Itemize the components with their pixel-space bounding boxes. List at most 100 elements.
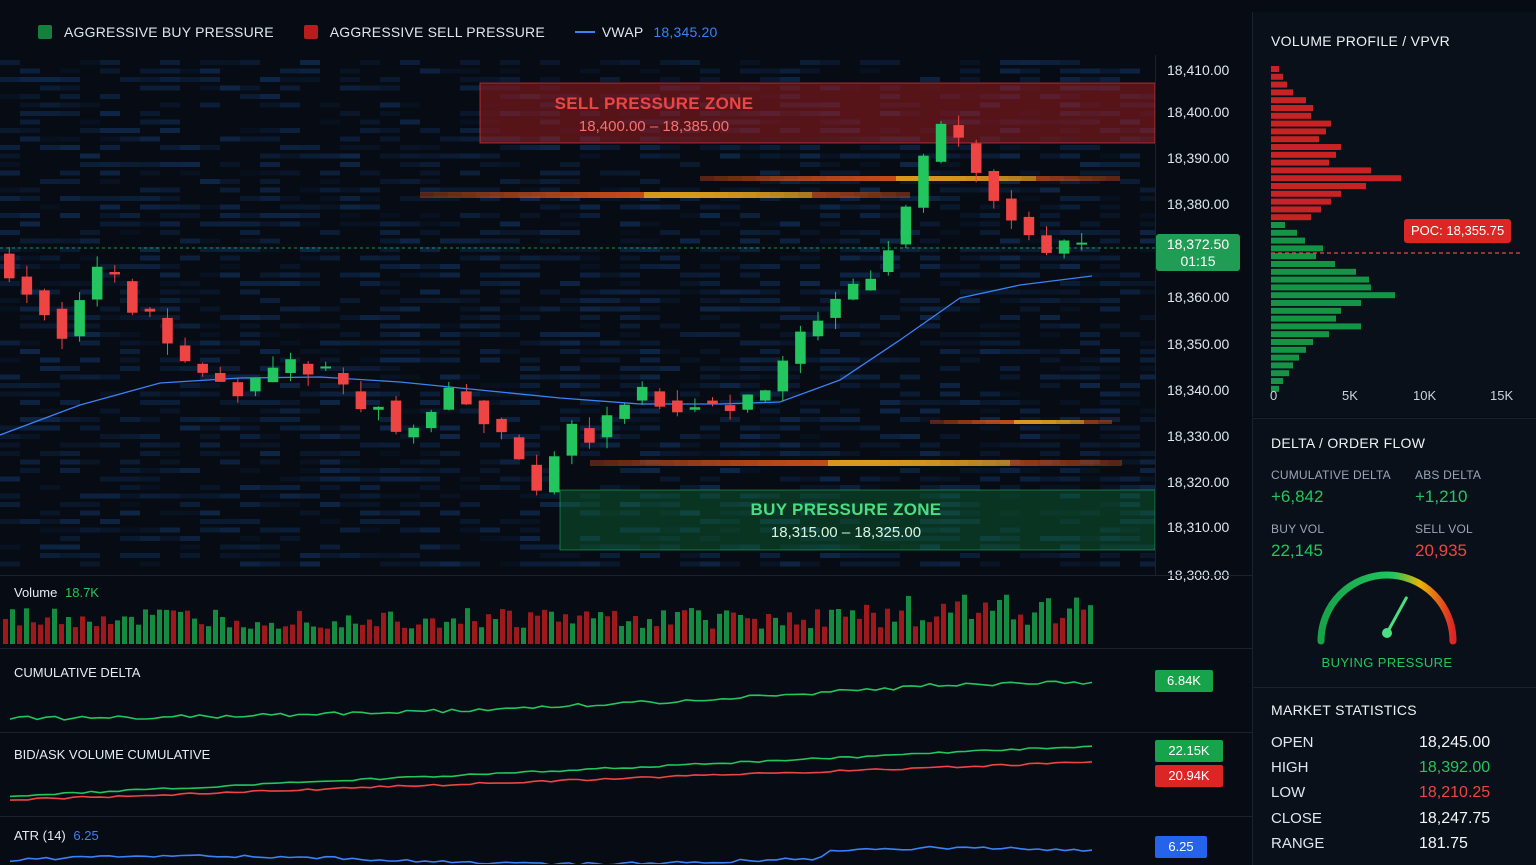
market-statistics-panel[interactable]: MARKET STATISTICS OPEN 18,245.00 HIGH 18…: [1252, 687, 1536, 865]
volume-bar: [822, 626, 827, 644]
heatmap-cell: [480, 111, 500, 116]
heatmap-cell: [120, 230, 140, 235]
volume-profile-panel[interactable]: VOLUME PROFILE / VPVR POC: 18,355.75 0 5…: [1252, 12, 1536, 417]
heatmap-cell: [680, 451, 700, 456]
heatmap-cell: [920, 442, 940, 448]
vp-bar: [1271, 378, 1283, 384]
candle-body: [900, 206, 912, 245]
heatmap-cell: [120, 553, 140, 558]
heatmap-cell: [320, 306, 340, 312]
heatmap-cell: [280, 408, 300, 414]
heatmap-cell: [200, 434, 220, 439]
heatmap-cell: [620, 323, 640, 329]
heatmap-cell: [1020, 400, 1040, 405]
heatmap-cell: [60, 170, 80, 176]
heatmap-cell: [560, 162, 580, 167]
heatmap-cell: [780, 196, 800, 201]
heatmap-cell: [820, 366, 840, 371]
heatmap-cell: [1000, 468, 1020, 473]
heatmap-cell: [740, 391, 760, 397]
legend-sell[interactable]: AGGRESSIVE SELL PRESSURE: [303, 24, 545, 40]
legend-buy[interactable]: AGGRESSIVE BUY PRESSURE: [38, 24, 274, 40]
heatmap-cell: [960, 349, 980, 354]
heatmap-cell: [440, 493, 460, 499]
heatmap-cell: [600, 374, 620, 380]
heatmap-cell: [820, 153, 840, 159]
vp-bar: [1271, 73, 1283, 80]
heatmap-cell: [640, 383, 660, 388]
heatmap-cell: [280, 221, 300, 227]
volume-bar: [248, 628, 253, 644]
heatmap-cell: [1080, 77, 1100, 82]
legend-vwap[interactable]: VWAP 18,345.20: [574, 24, 718, 40]
heatmap-cell: [780, 153, 800, 159]
heatmap-cell: [1060, 102, 1080, 108]
volume-bar: [332, 621, 337, 644]
heatmap-cell: [540, 502, 560, 507]
heatmap-cell: [640, 128, 660, 133]
volume-bar: [892, 621, 897, 644]
heatmap-cell: [140, 553, 160, 558]
heatmap-hot-cell: [994, 176, 1008, 181]
heatmap-cell: [260, 187, 280, 193]
gauge-hub: [1382, 628, 1392, 638]
heatmap-cell: [1020, 349, 1040, 354]
heatmap-cell: [480, 357, 500, 363]
heatmap-cell: [260, 332, 280, 337]
volume-bar: [283, 626, 288, 644]
heatmap-cell: [260, 77, 280, 82]
heatmap-cell: [820, 60, 840, 65]
heatmap-hot-cell: [1028, 420, 1042, 424]
volume-bar: [150, 614, 155, 644]
heatmap-cell: [220, 340, 240, 346]
heatmap-cell: [420, 221, 440, 227]
heatmap-cell: [800, 187, 820, 193]
heatmap-cell: [20, 238, 40, 244]
heatmap-cell: [460, 255, 480, 261]
heatmap-cell: [60, 332, 80, 337]
heatmap-cell: [260, 315, 280, 320]
heatmap-cell: [760, 170, 780, 176]
bidask-pane[interactable]: [0, 732, 1252, 817]
heatmap-cell: [160, 527, 180, 533]
heatmap-cell: [160, 357, 180, 363]
abs-delta-label: ABS DELTA: [1415, 468, 1482, 482]
heatmap-cell: [1000, 400, 1020, 405]
heatmap-cell: [120, 476, 140, 482]
main-chart[interactable]: AGGRESSIVE BUY PRESSURE AGGRESSIVE SELL …: [0, 0, 1252, 864]
heatmap-cell: [660, 510, 680, 516]
heatmap-cell: [960, 247, 980, 252]
heatmap-cell: [340, 553, 360, 558]
heatmap-cell: [1020, 553, 1040, 558]
heatmap-cell: [480, 315, 500, 320]
heatmap-cell: [160, 119, 180, 125]
heatmap-cell: [1040, 119, 1060, 125]
heatmap-cell: [320, 357, 340, 363]
heatmap-cell: [820, 179, 840, 184]
delta-order-flow-panel[interactable]: DELTA / ORDER FLOW CUMULATIVE DELTA +6,8…: [1252, 418, 1536, 687]
heatmap-cell: [880, 128, 900, 133]
heatmap-cell: [1100, 204, 1120, 210]
atr-pane[interactable]: [0, 816, 1252, 865]
delta-pane[interactable]: [0, 648, 1252, 733]
heatmap-cell: [780, 544, 800, 550]
heatmap-cell: [640, 468, 660, 473]
heatmap-cell: [920, 340, 940, 346]
heatmap-cell: [940, 561, 960, 567]
heatmap-cell: [1100, 77, 1120, 82]
heatmap-cell: [780, 111, 800, 116]
candlestick-chart[interactable]: [0, 0, 1155, 575]
heatmap-cell: [520, 476, 540, 482]
volume-pane[interactable]: [0, 575, 1252, 649]
price-axis[interactable]: [1155, 55, 1253, 575]
heatmap-cell: [760, 289, 780, 295]
heatmap-cell: [480, 247, 500, 252]
volume-bar: [647, 619, 652, 644]
heatmap-cell: [100, 315, 120, 320]
heatmap-cell: [860, 374, 880, 380]
heatmap-cell: [400, 60, 420, 65]
heatmap-cell: [260, 272, 280, 278]
heatmap-cell: [700, 306, 720, 312]
volume-bar: [94, 626, 99, 644]
heatmap-hot-cell: [476, 192, 490, 198]
